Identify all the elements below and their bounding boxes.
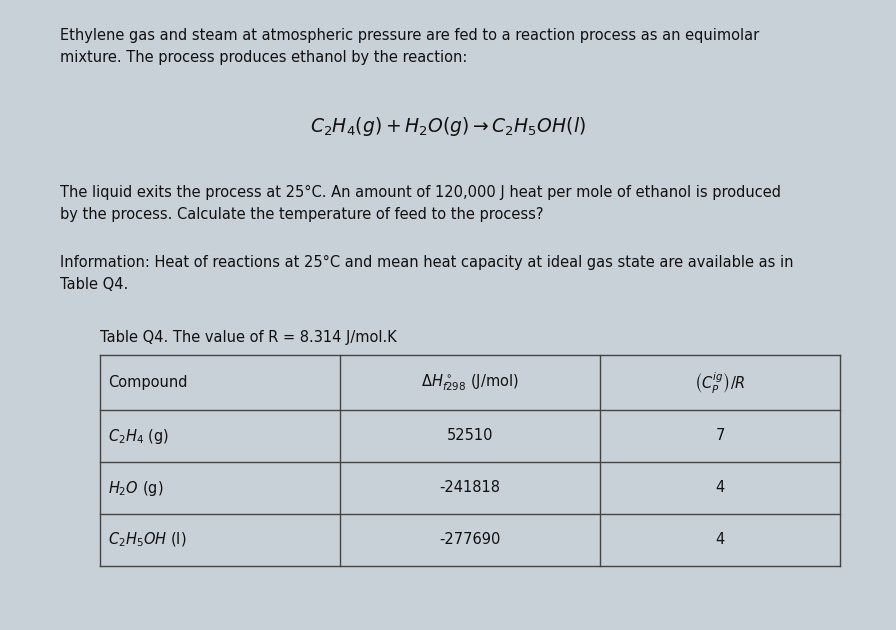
Text: Table Q4.: Table Q4. <box>60 277 128 292</box>
Text: Compound: Compound <box>108 375 187 390</box>
Text: 4: 4 <box>715 481 725 496</box>
Text: $C_2H_4(g)+H_2O(g)\rightarrow C_2H_5OH(l)$: $C_2H_4(g)+H_2O(g)\rightarrow C_2H_5OH(l… <box>310 115 586 138</box>
Text: -241818: -241818 <box>440 481 501 496</box>
Text: $C_2H_5OH$ (l): $C_2H_5OH$ (l) <box>108 531 186 549</box>
Text: Information: Heat of reactions at 25°C and mean heat capacity at ideal gas state: Information: Heat of reactions at 25°C a… <box>60 255 794 270</box>
Text: 52510: 52510 <box>447 428 494 444</box>
Text: -277690: -277690 <box>439 532 501 547</box>
Text: $H_2O$ (g): $H_2O$ (g) <box>108 479 163 498</box>
Text: 7: 7 <box>715 428 725 444</box>
Text: $\Delta H^\circ_{f298}$ (J/mol): $\Delta H^\circ_{f298}$ (J/mol) <box>421 372 519 392</box>
Text: $\left(C_P^{ig}\right)/R$: $\left(C_P^{ig}\right)/R$ <box>694 370 745 395</box>
Text: $C_2H_4$ (g): $C_2H_4$ (g) <box>108 427 169 445</box>
Text: Ethylene gas and steam at atmospheric pressure are fed to a reaction process as : Ethylene gas and steam at atmospheric pr… <box>60 28 759 43</box>
Text: by the process. Calculate the temperature of feed to the process?: by the process. Calculate the temperatur… <box>60 207 544 222</box>
Text: 4: 4 <box>715 532 725 547</box>
Text: mixture. The process produces ethanol by the reaction:: mixture. The process produces ethanol by… <box>60 50 468 65</box>
Text: The liquid exits the process at 25°C. An amount of 120,000 J heat per mole of et: The liquid exits the process at 25°C. An… <box>60 185 781 200</box>
Text: Table Q4. The value of R = 8.314 J/mol.K: Table Q4. The value of R = 8.314 J/mol.K <box>100 330 397 345</box>
